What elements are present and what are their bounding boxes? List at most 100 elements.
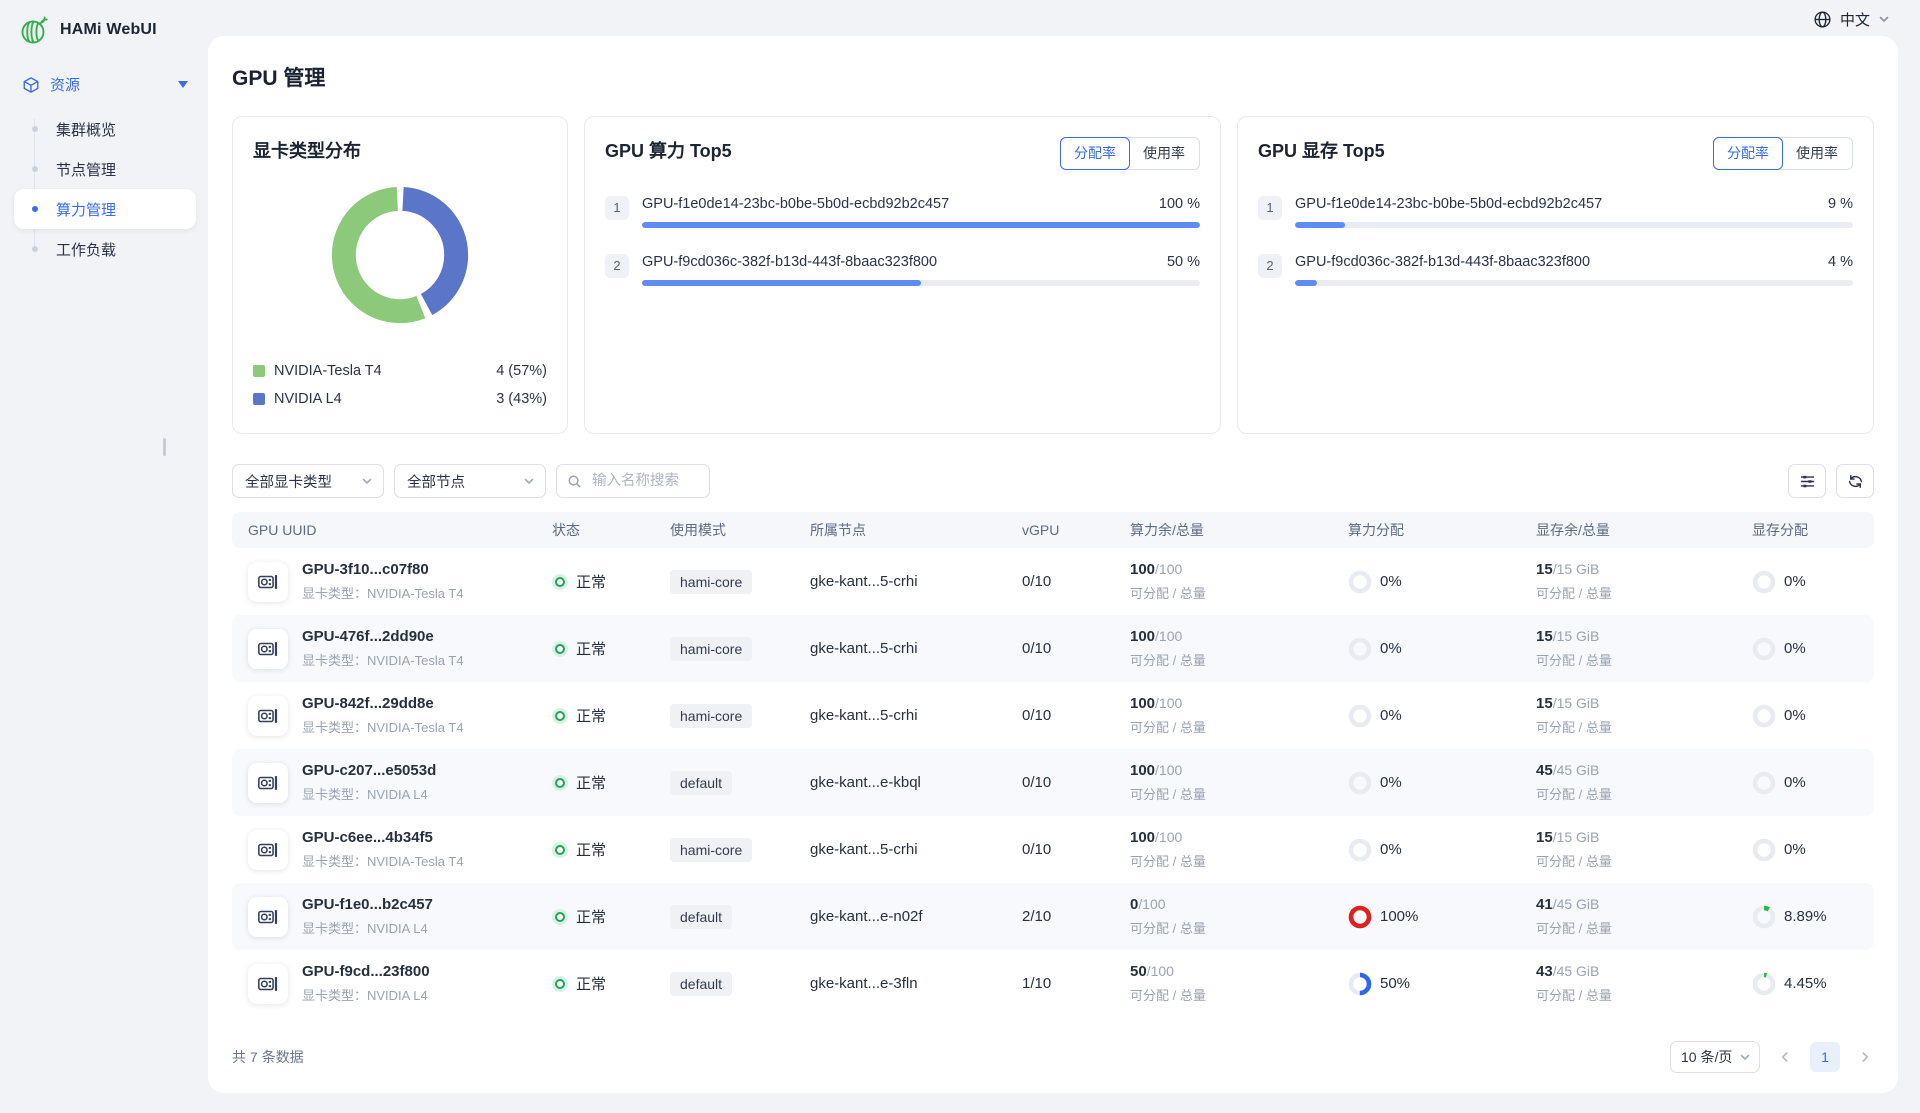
memory-quota: 15/15 GiB 可分配 / 总量 [1536, 628, 1612, 668]
status-normal-icon [552, 707, 568, 724]
globe-icon [1813, 10, 1832, 29]
search-input[interactable] [590, 472, 699, 490]
rank-badge: 2 [605, 253, 629, 278]
node-filter[interactable]: 全部节点 [394, 464, 546, 498]
node-name: gke-kant...e-3fln [810, 975, 918, 992]
table-row[interactable]: GPU-476f...2dd90e 显卡类型：NVIDIA-Tesla T4 正常 h… [232, 615, 1874, 682]
next-page-button[interactable] [1856, 1048, 1874, 1066]
vgpu-count: 0/10 [1022, 841, 1052, 858]
compute-allocation: 0% [1348, 771, 1536, 795]
table-row[interactable]: GPU-f9cd...23f800 显卡类型：NVIDIA L4 正常 default… [232, 950, 1874, 1017]
sidebar-item-label: 集群概览 [56, 121, 117, 139]
table-row[interactable]: GPU-3f10...c07f80 显卡类型：NVIDIA-Tesla T4 正常 h… [232, 548, 1874, 615]
page-size-select[interactable]: 10 条/页 [1670, 1041, 1760, 1073]
search-box [556, 464, 710, 498]
sidebar-item[interactable]: 节点管理 [14, 149, 196, 189]
rank-badge: 1 [1258, 195, 1282, 220]
sidebar-group-label: 资源 [50, 77, 81, 94]
menu-dot-icon [32, 206, 38, 212]
vgpu-count: 0/10 [1022, 707, 1052, 724]
memory-allocation: 0% [1752, 704, 1874, 728]
page-number[interactable]: 1 [1810, 1042, 1840, 1072]
rate-progress-bar [1295, 279, 1853, 286]
top5-item: 2 GPU-f9cd036c-382f-b13d-443f-8baac323f80… [605, 253, 1200, 286]
ratio-gauge-icon [1752, 637, 1776, 660]
legend-swatch [253, 365, 265, 377]
gpu-memory-top5-card: GPU 显存 Top5 分配率 使用率 1 GPU-f1e0de14-23bc-b0… [1237, 116, 1874, 434]
status-normal-icon [552, 841, 568, 858]
gpu-uuid[interactable]: GPU-c6ee...4b34f5 [302, 829, 433, 846]
node-name: gke-kant...5-crhi [810, 573, 918, 590]
gpu-compute-top5-card: GPU 算力 Top5 分配率 使用率 1 GPU-f1e0de14-23bc-b0… [584, 116, 1221, 434]
ratio-gauge-icon [1752, 771, 1776, 794]
gpu-uuid[interactable]: GPU-c207...e5053d [302, 762, 437, 779]
sidebar-item-label: 工作负载 [56, 241, 117, 259]
mode-tag: hami-core [670, 636, 753, 661]
compute-allocation: 50% [1348, 972, 1536, 996]
compute-quota: 100/100 可分配 / 总量 [1130, 628, 1206, 668]
memory-allocation: 0% [1752, 838, 1874, 862]
sidebar-item[interactable]: 集群概览 [14, 109, 196, 149]
sidebar-collapse-handle[interactable] [163, 438, 166, 456]
status-label: 正常 [576, 775, 607, 792]
tab-usage-rate[interactable]: 使用率 [1782, 138, 1852, 169]
compute-top5-list: 1 GPU-f1e0de14-23bc-b0be-5b0d-ecbd92b2c45… [605, 195, 1200, 286]
table-row[interactable]: GPU-c207...e5053d 显卡类型：NVIDIA L4 正常 default… [232, 749, 1874, 816]
sidebar-item[interactable]: 工作负载 [14, 229, 196, 269]
compute-quota: 100/100 可分配 / 总量 [1130, 695, 1206, 735]
chevron-down-icon [1739, 1051, 1751, 1063]
gpu-type-filter[interactable]: 全部显卡类型 [232, 464, 384, 498]
column-header: 状态 [552, 522, 580, 538]
cube-icon [22, 76, 40, 94]
gpu-card-icon [248, 896, 288, 937]
node-filter-value: 全部节点 [407, 474, 465, 491]
memory-quota: 15/15 GiB 可分配 / 总量 [1536, 695, 1612, 735]
ratio-gauge-icon [1348, 637, 1372, 660]
sidebar-item-label: 算力管理 [56, 201, 117, 219]
node-name: gke-kant...e-kbql [810, 774, 921, 791]
memory-top5-title: GPU 显存 Top5 [1258, 141, 1385, 161]
gpu-uuid[interactable]: GPU-476f...2dd90e [302, 628, 434, 645]
legend-row: NVIDIA L4 3 (43%) [253, 385, 547, 413]
status-label: 正常 [576, 976, 607, 993]
memory-allocation: 8.89% [1752, 905, 1874, 929]
refresh-icon [1847, 473, 1864, 490]
gpu-uuid-label: GPU-f9cd036c-382f-b13d-443f-8baac323f800 [1295, 253, 1591, 270]
mode-tag: default [670, 904, 733, 929]
gpu-card-icon [248, 829, 288, 870]
tab-allocation-rate[interactable]: 分配率 [1713, 137, 1783, 170]
rate-progress-bar [642, 221, 1200, 228]
memory-quota: 15/15 GiB 可分配 / 总量 [1536, 561, 1612, 601]
compute-quota: 100/100 可分配 / 总量 [1130, 829, 1206, 869]
gpu-uuid-label: GPU-f1e0de14-23bc-b0be-5b0d-ecbd92b2c457 [1295, 195, 1603, 212]
gpu-card-icon [248, 628, 288, 669]
rank-badge: 1 [605, 195, 629, 220]
gpu-uuid[interactable]: GPU-3f10...c07f80 [302, 561, 429, 578]
menu-dot-icon [32, 166, 38, 172]
gpu-uuid[interactable]: GPU-f9cd...23f800 [302, 963, 430, 980]
node-name: gke-kant...5-crhi [810, 640, 918, 657]
rate-progress-bar [1295, 221, 1853, 228]
mode-tag: hami-core [670, 703, 753, 728]
gpu-uuid[interactable]: GPU-842f...29dd8e [302, 695, 434, 712]
rank-badge: 2 [1258, 253, 1282, 278]
column-settings-button[interactable] [1788, 464, 1826, 498]
prev-page-button[interactable] [1776, 1048, 1794, 1066]
refresh-button[interactable] [1836, 464, 1874, 498]
ratio-gauge-icon [1348, 704, 1372, 727]
mode-tag: hami-core [670, 569, 753, 594]
tab-usage-rate[interactable]: 使用率 [1129, 138, 1199, 169]
tab-allocation-rate[interactable]: 分配率 [1060, 137, 1130, 170]
sidebar-group-resources[interactable]: 资源 [14, 66, 196, 103]
table-footer: 共 7 条数据 10 条/页 1 [232, 1041, 1874, 1073]
table-row[interactable]: GPU-c6ee...4b34f5 显卡类型：NVIDIA-Tesla T4 正常 h… [232, 816, 1874, 883]
gpu-uuid[interactable]: GPU-f1e0...b2c457 [302, 896, 433, 913]
language-switcher[interactable]: 中文 [1813, 9, 1890, 30]
sidebar-item[interactable]: 算力管理 [14, 189, 196, 229]
ratio-gauge-icon [1752, 905, 1776, 928]
top5-item: 2 GPU-f9cd036c-382f-b13d-443f-8baac323f80… [1258, 253, 1853, 286]
table-row[interactable]: GPU-842f...29dd8e 显卡类型：NVIDIA-Tesla T4 正常 h… [232, 682, 1874, 749]
column-header: vGPU [1022, 522, 1060, 538]
table-row[interactable]: GPU-f1e0...b2c457 显卡类型：NVIDIA L4 正常 default… [232, 883, 1874, 950]
status-label: 正常 [576, 842, 607, 859]
